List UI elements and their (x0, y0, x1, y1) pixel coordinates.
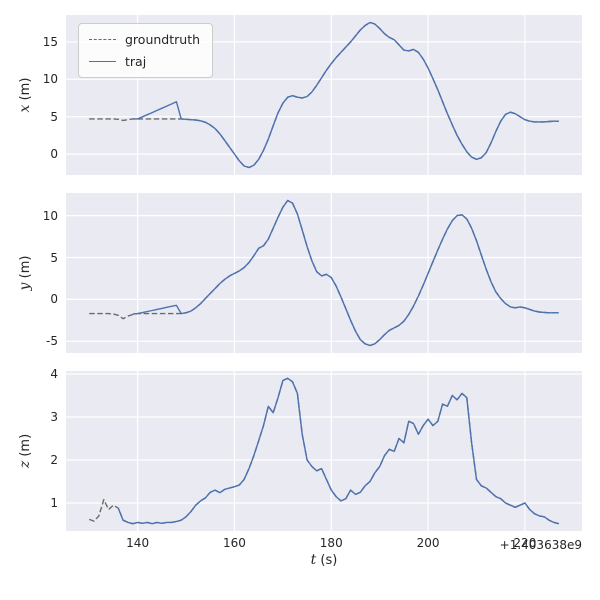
plot-background (66, 371, 582, 531)
y-tick-label: 15 (42, 34, 58, 49)
traj-line (117, 377, 559, 525)
y-tick-label: 0 (50, 292, 58, 307)
y-tick-label: 10 (42, 208, 58, 223)
traj-line (132, 21, 559, 169)
x-axis-label: t (s) (310, 552, 338, 568)
legend-entry: traj (89, 54, 200, 69)
traj-line (132, 199, 559, 347)
plot-svg-y (66, 193, 582, 353)
legend-entry: groundtruth (89, 32, 200, 47)
subplot-z: z (m) 1 2 3 4 140 160 180 200 220 (17, 367, 582, 550)
y-tick-label: 2 (50, 453, 58, 468)
y-tick-label: -5 (46, 334, 58, 349)
legend-line-sample (89, 39, 116, 40)
legend: groundtruth traj (78, 23, 214, 78)
plot-background (66, 193, 582, 353)
subplot-y: y (m) -5 0 5 10 (17, 193, 582, 353)
legend-label: groundtruth (125, 32, 201, 47)
subplot-x: x (m) groundtruth traj 0 5 10 15 (17, 15, 582, 175)
y-tick-label: 4 (50, 367, 58, 382)
y-tick-label: 5 (50, 109, 58, 124)
y-tick-label: 1 (50, 496, 58, 511)
x-tick-label: 200 (416, 536, 440, 550)
legend-line-sample (89, 61, 116, 62)
y-tick-label: 0 (50, 147, 58, 162)
x-tick-label: 180 (319, 536, 343, 550)
y-tick-label: 10 (42, 72, 58, 87)
legend-label: traj (125, 54, 147, 69)
y-tick-label: 5 (50, 250, 58, 265)
axis-offset-text: +1.403638e9 (499, 538, 582, 552)
y-tick-label: 3 (50, 410, 58, 425)
x-tick-label: 140 (126, 536, 150, 550)
plot-svg-z (66, 371, 582, 531)
x-tick-label: 220 (513, 536, 537, 550)
x-tick-label: 160 (222, 536, 246, 550)
